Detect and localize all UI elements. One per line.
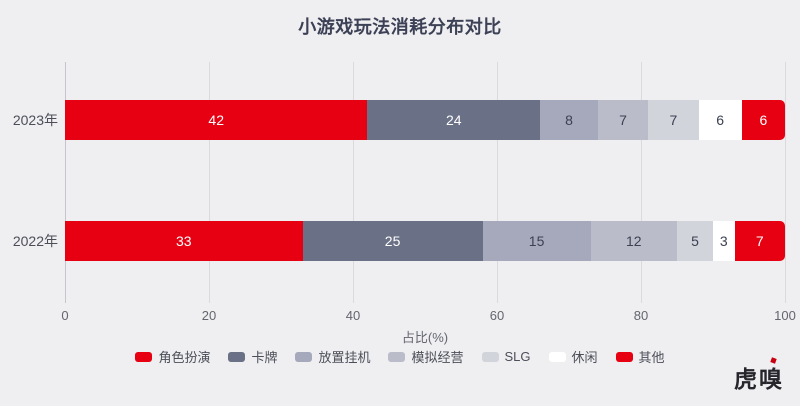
- bar-segment-模拟经营: 12: [590, 221, 677, 261]
- bar-segment-卡牌: 25: [302, 221, 483, 261]
- legend-swatch-icon: [615, 351, 633, 362]
- chart-title: 小游戏玩法消耗分布对比: [298, 17, 502, 37]
- legend-label: 其他: [638, 350, 665, 365]
- x-axis-title: 占比(%): [401, 330, 449, 345]
- legend-label: SLG: [504, 349, 531, 364]
- bar-segment-休闲: 6: [698, 100, 742, 140]
- legend-item-休闲: 休闲: [548, 347, 598, 366]
- legend-item-角色扮演: 角色扮演: [135, 347, 210, 366]
- bar-segment-SLG: 7: [648, 100, 699, 140]
- bar-segment-SLG: 5: [676, 221, 713, 261]
- legend-label: 卡牌: [251, 350, 278, 365]
- x-tick-label: 80: [633, 308, 649, 323]
- legend-label: 休闲: [571, 350, 598, 365]
- legend-swatch-icon: [548, 351, 566, 362]
- gridline: [209, 62, 210, 303]
- bar-segment-模拟经营: 7: [597, 100, 649, 140]
- legend-label: 放置挂机: [318, 350, 371, 365]
- legend-item-SLG: SLG: [481, 349, 531, 364]
- bar-segment-放置挂机: 8: [540, 100, 598, 140]
- bar-segment-其他: 6: [741, 100, 785, 140]
- legend-label: 角色扮演: [158, 350, 211, 365]
- gridline: [641, 62, 642, 303]
- legend-item-其他: 其他: [615, 347, 665, 366]
- legend-swatch-icon: [481, 351, 499, 362]
- huxiu-logo: 虎嗅: [734, 357, 784, 394]
- x-tick-label: 20: [201, 308, 217, 323]
- bar-segment-角色扮演: 33: [65, 221, 303, 261]
- y-axis-line: [65, 62, 66, 303]
- bar-2023年: 42 24 8 7 7 6 6: [65, 100, 785, 140]
- legend-swatch-icon: [295, 351, 313, 362]
- legend-item-放置挂机: 放置挂机: [295, 347, 370, 366]
- x-tick-label: 60: [489, 308, 505, 323]
- x-tick-label: 0: [61, 308, 69, 323]
- bar-segment-放置挂机: 15: [482, 221, 591, 261]
- huxiu-logo-red-seal-icon: [770, 357, 777, 364]
- gridline: [497, 62, 498, 303]
- gridline: [785, 62, 786, 303]
- legend-swatch-icon: [228, 351, 246, 362]
- bar-segment-卡牌: 24: [367, 100, 541, 140]
- bar-2022年: 33 25 15 12 5 3 7: [65, 221, 785, 261]
- legend-label: 模拟经营: [411, 350, 464, 365]
- huxiu-logo-text: 虎嗅: [734, 366, 784, 393]
- x-tick-label: 40: [345, 308, 361, 323]
- x-tick-label: 100: [774, 308, 796, 323]
- legend-swatch-icon: [135, 351, 153, 362]
- bar-segment-其他: 7: [734, 221, 785, 261]
- plot-area: 42 24 8 7 7 6 6 33 25 15 12 5 3 7: [65, 62, 786, 303]
- gridline: [353, 62, 354, 303]
- category-label: 2023年: [12, 112, 58, 128]
- legend-swatch-icon: [388, 351, 406, 362]
- legend-item-卡牌: 卡牌: [228, 347, 277, 366]
- legend: 角色扮演 卡牌 放置挂机 模拟经营 SLG 休闲 其他: [0, 347, 800, 366]
- category-label: 2022年: [12, 233, 58, 249]
- bar-segment-角色扮演: 42: [65, 100, 368, 140]
- legend-item-模拟经营: 模拟经营: [388, 347, 464, 366]
- bar-segment-休闲: 3: [712, 221, 735, 261]
